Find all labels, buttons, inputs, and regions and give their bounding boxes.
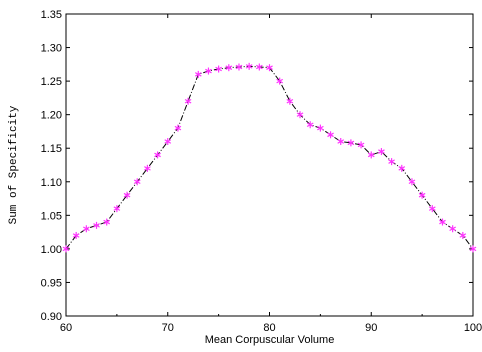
y-axis-title: Sum of Specificity	[8, 105, 20, 224]
series-markers	[62, 62, 477, 253]
y-tick-label: 1.30	[41, 43, 62, 55]
y-axis-ticks: 0.90 0.95 1.00 1.05 1.10 1.15 1.20 1.25 1.30 1.35	[41, 9, 473, 323]
data-point	[215, 65, 222, 73]
data-point	[72, 231, 80, 239]
data-point	[449, 225, 456, 233]
data-point	[357, 141, 365, 149]
data-point	[439, 218, 446, 226]
data-point	[398, 164, 406, 172]
data-point	[144, 164, 151, 172]
y-tick-label: 1.25	[41, 76, 62, 88]
data-point	[327, 131, 334, 139]
data-point	[62, 245, 70, 253]
data-point	[337, 138, 345, 146]
series-line	[65, 65, 474, 250]
x-tick-label: 70	[162, 322, 174, 334]
x-tick-label: 80	[263, 322, 275, 334]
y-tick-label: 1.35	[41, 9, 62, 21]
data-point	[286, 97, 294, 105]
data-point	[184, 97, 192, 105]
data-point	[459, 231, 467, 239]
plot-frame	[65, 13, 474, 317]
y-tick-label: 1.00	[41, 244, 62, 256]
data-point	[205, 67, 212, 75]
data-point	[123, 191, 131, 199]
data-point	[276, 77, 284, 85]
data-point	[133, 178, 141, 186]
x-tick-label: 90	[365, 322, 377, 334]
data-point	[235, 63, 243, 71]
data-point	[418, 191, 426, 199]
data-point	[194, 70, 202, 78]
data-point	[408, 178, 416, 186]
data-point	[245, 62, 253, 70]
data-point	[113, 205, 121, 213]
x-tick-label: 100	[464, 322, 482, 334]
data-point	[296, 111, 304, 119]
y-tick-label: 0.95	[41, 277, 62, 289]
data-point	[164, 138, 172, 146]
data-point	[174, 124, 182, 132]
y-tick-label: 1.05	[41, 210, 62, 222]
data-point	[255, 63, 263, 71]
y-tick-label: 1.20	[41, 110, 62, 122]
data-point	[367, 151, 375, 159]
x-axis-ticks: 60 70 80 90 100	[60, 14, 482, 334]
data-point	[378, 148, 385, 156]
x-axis-title: Mean Corpuscular Volume	[205, 334, 335, 346]
data-point	[225, 64, 233, 72]
data-point	[306, 121, 314, 129]
y-tick-label: 0.90	[41, 311, 62, 323]
series-line-path	[65, 65, 474, 250]
data-point	[103, 218, 111, 226]
data-point	[266, 64, 273, 72]
data-point	[388, 158, 395, 166]
y-tick-label: 1.15	[41, 143, 62, 155]
data-point	[154, 151, 161, 159]
data-point	[469, 245, 477, 253]
data-point	[347, 139, 355, 147]
y-tick-label: 1.10	[41, 177, 62, 189]
data-point	[317, 124, 324, 132]
data-point	[93, 221, 100, 229]
data-point	[428, 205, 436, 213]
data-point	[83, 225, 90, 233]
x-tick-label: 60	[60, 322, 72, 334]
